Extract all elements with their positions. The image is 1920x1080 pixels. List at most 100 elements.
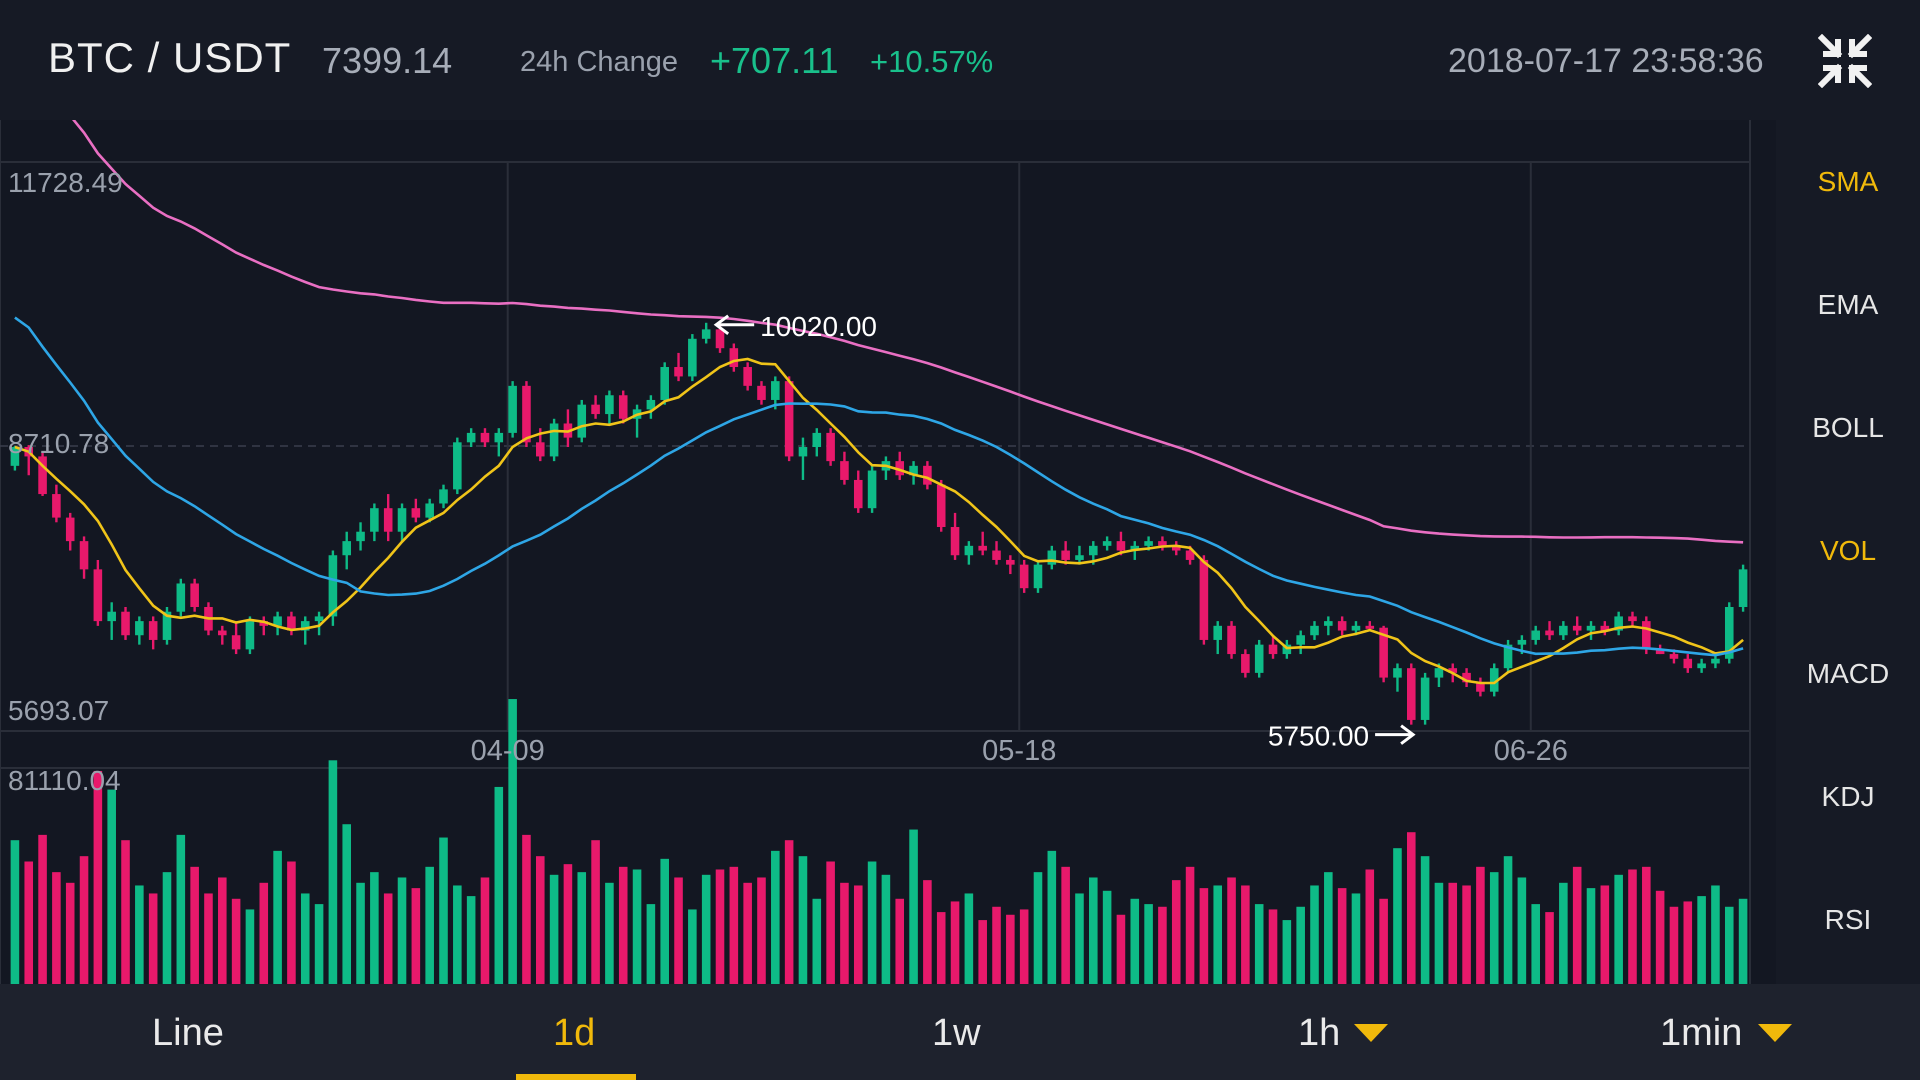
volume-bar bbox=[563, 864, 573, 984]
volume-bar bbox=[1254, 904, 1264, 984]
candle bbox=[1241, 654, 1250, 673]
volume-bar bbox=[439, 837, 448, 984]
candle bbox=[1420, 677, 1430, 720]
candle bbox=[1268, 644, 1278, 655]
candle bbox=[480, 432, 490, 443]
volume-bar bbox=[1075, 893, 1084, 984]
volume-bar bbox=[798, 856, 808, 984]
indicator-boll[interactable]: BOLL bbox=[1812, 412, 1884, 443]
candle bbox=[1061, 550, 1070, 560]
candle bbox=[1102, 541, 1112, 546]
volume-bar bbox=[978, 920, 987, 984]
candle bbox=[245, 621, 255, 650]
change-absolute: +707.11 bbox=[710, 40, 839, 81]
candle bbox=[52, 494, 61, 518]
candle bbox=[425, 503, 434, 518]
candle bbox=[314, 616, 324, 622]
candle bbox=[853, 479, 863, 509]
candle bbox=[618, 395, 628, 419]
candle bbox=[1711, 658, 1720, 664]
volume-bar bbox=[1559, 882, 1568, 984]
candle bbox=[867, 470, 877, 509]
candle bbox=[287, 616, 296, 631]
volume-bar bbox=[1393, 848, 1402, 984]
candle bbox=[328, 555, 338, 617]
candle bbox=[674, 367, 683, 377]
volume-bar bbox=[314, 904, 324, 984]
volume-bar bbox=[701, 874, 711, 984]
volume-bar bbox=[1324, 872, 1333, 984]
candle bbox=[1006, 559, 1015, 565]
volume-bar bbox=[148, 893, 158, 984]
timeframe-1d[interactable]: 1d bbox=[553, 1012, 596, 1054]
candle bbox=[1545, 630, 1554, 636]
candle bbox=[1738, 569, 1748, 608]
change-percent: +10.57% bbox=[870, 44, 994, 79]
ma99-line bbox=[72, 120, 1744, 544]
volume-bar bbox=[1116, 914, 1126, 984]
volume-bar bbox=[688, 909, 697, 984]
timeframe-1min[interactable]: 1min bbox=[1660, 1012, 1743, 1054]
volume-bar bbox=[480, 877, 490, 984]
candlestick-chart[interactable]: 11728.49 8710.78 5693.07 81110.04 04-09 05-18… bbox=[0, 120, 1760, 984]
indicator-rsi[interactable]: RSI bbox=[1824, 904, 1872, 935]
candle bbox=[1116, 541, 1126, 551]
volume-bar bbox=[425, 866, 434, 984]
volume-bar bbox=[853, 885, 863, 984]
candle bbox=[439, 489, 448, 504]
indicator-sidebar: SMA EMA BOLL VOL MACD KDJ RSI bbox=[1776, 120, 1920, 984]
volume-bar bbox=[1531, 904, 1540, 984]
high-marker-arrow bbox=[713, 314, 730, 335]
timeframe-line[interactable]: Line bbox=[152, 1012, 224, 1054]
indicator-vol[interactable]: VOL bbox=[1819, 535, 1877, 566]
candle bbox=[1296, 635, 1305, 645]
volume-bar bbox=[1144, 904, 1153, 984]
volume-bar bbox=[577, 872, 587, 984]
volume-bar bbox=[1503, 856, 1513, 984]
volume-bar bbox=[65, 882, 75, 984]
timeframe-1w[interactable]: 1w bbox=[932, 1012, 981, 1054]
candle bbox=[1628, 616, 1637, 622]
candle bbox=[1185, 550, 1195, 560]
candle bbox=[950, 527, 960, 556]
timeframe-1h[interactable]: 1h bbox=[1298, 1012, 1341, 1054]
dropdown-caret-icon[interactable] bbox=[1354, 1024, 1388, 1042]
candle bbox=[218, 630, 227, 636]
indicator-kdj[interactable]: KDJ bbox=[1821, 781, 1875, 812]
indicator-macd[interactable]: MACD bbox=[1806, 658, 1890, 689]
volume-bar bbox=[1158, 906, 1167, 984]
volume-bar bbox=[1089, 877, 1098, 984]
candle bbox=[1434, 668, 1444, 678]
candle bbox=[895, 461, 905, 476]
candle bbox=[826, 432, 835, 462]
volume-bar bbox=[1310, 885, 1319, 984]
volume-bar bbox=[411, 888, 421, 984]
volume-bar bbox=[1241, 885, 1250, 984]
trading-pair: BTC / USDT bbox=[48, 34, 292, 81]
volume-bar bbox=[300, 893, 310, 984]
volume-bar bbox=[715, 869, 725, 984]
volume-bar bbox=[674, 877, 683, 984]
volume-bar bbox=[1614, 874, 1623, 984]
indicator-ema[interactable]: EMA bbox=[1817, 289, 1879, 320]
volume-bar bbox=[660, 858, 669, 984]
dropdown-caret-icon[interactable] bbox=[1758, 1024, 1792, 1042]
candle bbox=[508, 385, 517, 433]
date-label: 05-18 bbox=[982, 735, 1056, 767]
indicator-sma[interactable]: SMA bbox=[1817, 166, 1879, 197]
volume-bar bbox=[646, 904, 656, 984]
volume-bar bbox=[342, 824, 352, 984]
candle bbox=[812, 432, 822, 448]
candle bbox=[701, 329, 711, 339]
collapse-arrows-icon[interactable] bbox=[1817, 33, 1873, 89]
volume-bar bbox=[190, 866, 199, 984]
volume-bar bbox=[881, 874, 891, 984]
candle bbox=[259, 621, 269, 626]
candle bbox=[605, 395, 614, 415]
candle bbox=[1254, 644, 1264, 673]
candle bbox=[660, 367, 669, 400]
date-label: 06-26 bbox=[1494, 735, 1568, 767]
volume-bar bbox=[605, 882, 614, 984]
candle bbox=[784, 381, 794, 457]
candle bbox=[1033, 564, 1043, 589]
